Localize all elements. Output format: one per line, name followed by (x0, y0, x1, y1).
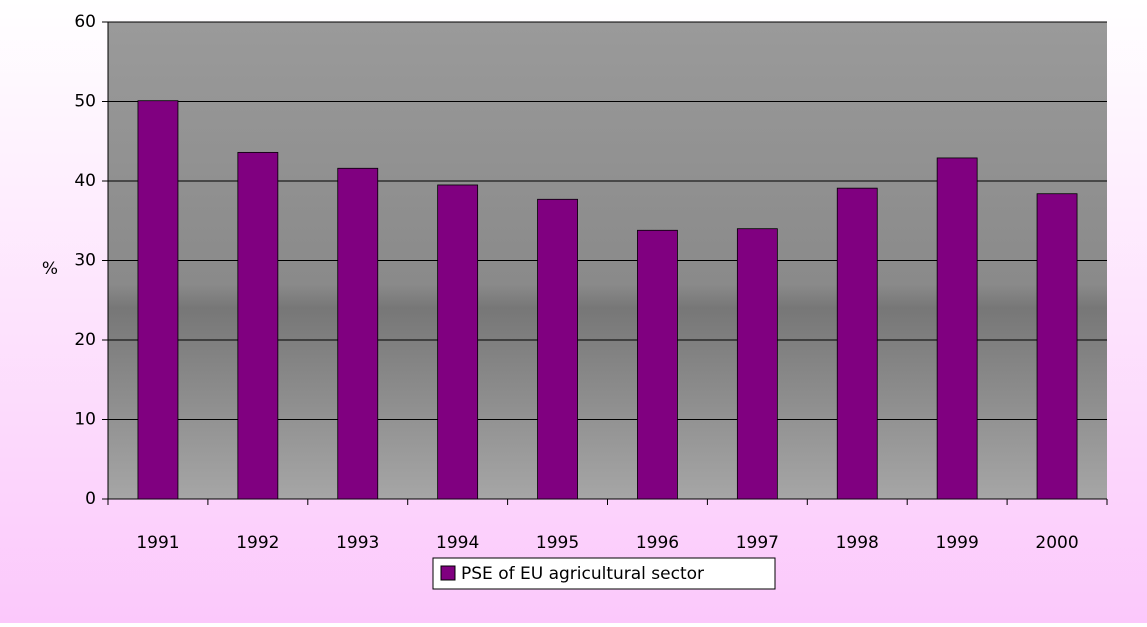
y-tick-label: 20 (74, 330, 96, 350)
legend: PSE of EU agricultural sector (433, 558, 775, 589)
bar (238, 152, 278, 499)
y-tick-label: 60 (74, 12, 96, 32)
page: {"chart_data": {"type": "bar", "y_label"… (0, 0, 1147, 627)
bar (1037, 194, 1077, 499)
y-tick-label: 50 (74, 92, 96, 112)
x-tick-label: 1993 (336, 533, 379, 553)
legend-swatch (441, 566, 455, 580)
x-tick-label: 1996 (636, 533, 679, 553)
y-tick-label: 30 (74, 251, 96, 271)
x-tick-label: 1995 (536, 533, 579, 553)
x-tick-label: 1992 (236, 533, 279, 553)
bar (338, 168, 378, 499)
x-tick-label: 1991 (136, 533, 179, 553)
bar (837, 188, 877, 499)
x-tick-label: 1999 (936, 533, 979, 553)
bar (438, 185, 478, 499)
y-tick-label: 0 (85, 489, 96, 509)
legend-label: PSE of EU agricultural sector (461, 564, 704, 584)
y-tick-label: 40 (74, 171, 96, 191)
x-tick-label: 1997 (736, 533, 779, 553)
bar (637, 230, 677, 499)
y-axis-label: % (42, 259, 58, 279)
x-tick-label: 1998 (836, 533, 879, 553)
x-tick-label: 2000 (1035, 533, 1078, 553)
chart: % PSE of EU agricultural sector 0 10 20 30 4… (0, 0, 1147, 623)
bar (138, 101, 178, 499)
bar (737, 229, 777, 499)
bar (937, 158, 977, 499)
bar (538, 199, 578, 499)
x-tick-label: 1994 (436, 533, 479, 553)
y-tick-label: 10 (74, 410, 96, 430)
